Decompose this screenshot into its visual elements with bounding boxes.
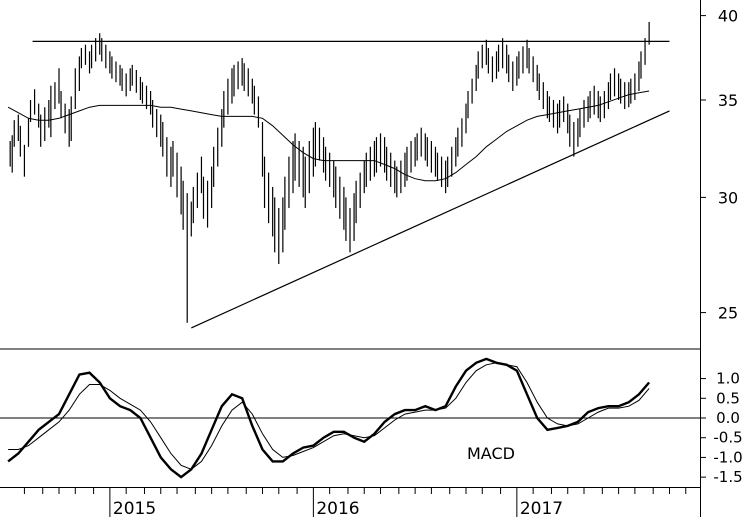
signal-line (8, 362, 650, 470)
price-tick-label-25: 25 (718, 304, 738, 323)
price-panel: 25 30 35 40 (0, 0, 738, 517)
macd-tick-label-0.5: 0.5 (716, 389, 740, 407)
macd-tick-label--1.5: -1.5 (713, 468, 742, 486)
macd-annotation: MACD (467, 444, 515, 463)
macd-tick-label--0.5: -0.5 (713, 429, 742, 447)
macd-tick-label-1.0: 1.0 (716, 370, 740, 388)
year-label-2017: 2017 (520, 499, 563, 517)
support-trendline (191, 110, 670, 329)
time-axis: 2015 2016 2017 (0, 487, 700, 519)
price-tick-label-30: 30 (718, 188, 738, 207)
year-label-2016: 2016 (316, 499, 359, 517)
moving-average-line (7, 90, 650, 182)
year-label-2015: 2015 (113, 499, 156, 517)
price-tick-label-40: 40 (718, 7, 738, 26)
macd-line (7, 357, 651, 479)
macd-tick-label--1.0: -1.0 (713, 448, 742, 466)
macd-tick-label-0.0: 0.0 (716, 409, 740, 427)
macd-panel: MACD 1.00.5 0.0 -0.5-1.0 -1.5 (0, 357, 743, 486)
price-tick-label-35: 35 (718, 91, 738, 110)
